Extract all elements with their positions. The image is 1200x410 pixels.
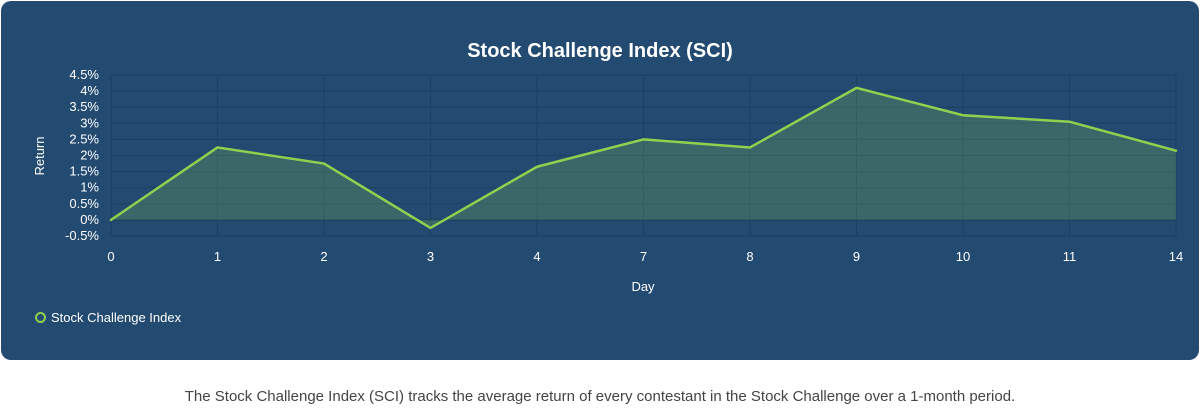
x-tick-label: 9 — [853, 249, 860, 264]
y-tick-label: 3% — [80, 115, 99, 130]
x-tick-label: 8 — [746, 249, 753, 264]
data-point[interactable] — [1065, 117, 1075, 127]
legend-marker-icon — [35, 312, 46, 323]
grid-lines — [110, 74, 1177, 237]
y-tick-label: 2% — [80, 148, 99, 163]
data-point[interactable] — [213, 142, 223, 152]
y-tick-label: 0.5% — [69, 196, 99, 211]
chart-caption: The Stock Challenge Index (SCI) tracks t… — [184, 388, 1016, 405]
data-point[interactable] — [852, 83, 862, 93]
data-point[interactable] — [1171, 146, 1181, 156]
y-tick-label: 1% — [80, 180, 99, 195]
chart-svg: Stock Challenge Index (SCI) -0.5%0%0.5%1… — [32, 40, 1183, 294]
data-point[interactable] — [106, 215, 116, 225]
data-point[interactable] — [426, 223, 436, 233]
y-tick-label: 0% — [80, 212, 99, 227]
x-tick-label: 4 — [533, 249, 540, 264]
x-tick-label: 3 — [427, 249, 434, 264]
chart-panel: Stock Challenge Index (SCI) -0.5% 0% 0.5% 1… — [1, 1, 1199, 360]
area-layer — [106, 83, 1181, 233]
x-tick-label: 0 — [107, 249, 114, 264]
y-tick-label: 4.5% — [69, 67, 99, 82]
x-tick-label: 7 — [640, 249, 647, 264]
legend-label: Stock Challenge Index — [51, 310, 182, 325]
x-tick-label: 1 — [214, 249, 221, 264]
data-point[interactable] — [745, 142, 755, 152]
x-tick-label: 10 — [956, 249, 970, 264]
data-point[interactable] — [319, 159, 329, 169]
y-tick-label: -0.5% — [65, 228, 99, 243]
data-point[interactable] — [532, 162, 542, 172]
series-line[interactable] — [109, 86, 1178, 230]
x-tick-label: 11 — [1063, 249, 1077, 264]
data-point[interactable] — [958, 110, 968, 120]
y-tick-label: 1.5% — [69, 164, 99, 179]
y-axis-title: Return — [32, 136, 47, 175]
legend-item-stock-challenge-index[interactable]: Stock Challenge Index — [35, 310, 181, 325]
series-area-fill — [111, 87, 1176, 228]
data-point[interactable] — [639, 134, 649, 144]
y-tick-label: 4% — [80, 83, 99, 98]
y-tick-label: 3.5% — [69, 99, 99, 114]
y-axis-ticks: -0.5%0%0.5%1%1.5%2% 2.5%3%3.5%4%4.5% — [65, 67, 99, 243]
x-tick-label: 2 — [320, 249, 327, 264]
chart-title: Stock Challenge Index (SCI) — [467, 40, 733, 62]
y-tick-label: 2.5% — [69, 131, 99, 146]
x-tick-label: 14 — [1169, 249, 1183, 264]
x-axis-title: Day — [631, 279, 655, 294]
x-axis-ticks: 0 1 2 3 4 7 8 9 10 11 14 — [107, 249, 1183, 264]
